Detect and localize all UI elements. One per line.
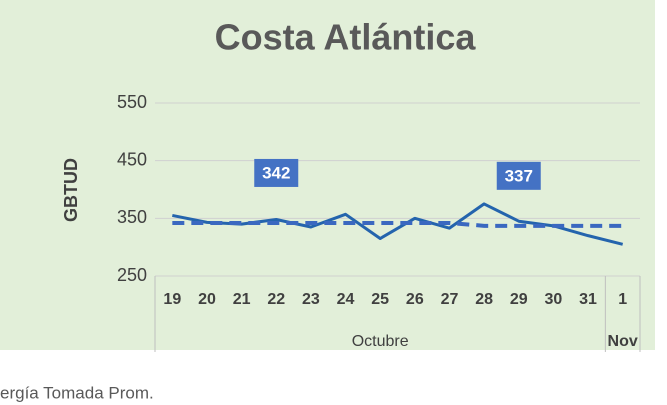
x-tick-label: 31 <box>579 291 597 308</box>
y-tick-label: 250 <box>117 265 147 285</box>
x-tick-label: 1 <box>618 291 627 308</box>
y-tick-label: 550 <box>117 92 147 112</box>
series-line <box>172 202 624 246</box>
data-label-box <box>254 158 299 187</box>
y-axis-label: GBTUD <box>61 158 81 222</box>
x-tick-label: 21 <box>233 291 251 308</box>
x-tick-label: 19 <box>163 291 181 308</box>
x-tick-label: 30 <box>544 291 562 308</box>
x-tick-label: 25 <box>371 291 389 308</box>
x-tick-label: 22 <box>267 291 285 308</box>
x-group-label: Octubre <box>352 333 409 350</box>
y-tick-label: 450 <box>117 149 147 169</box>
x-tick-label: 20 <box>198 291 216 308</box>
x-tick-label: 27 <box>441 291 459 308</box>
data-label: 342 <box>262 163 290 182</box>
legend-entry: ergía Tomada Prom. <box>0 383 154 402</box>
x-tick-label: 28 <box>475 291 493 308</box>
data-label: 337 <box>505 166 533 185</box>
data-label-box <box>496 161 541 190</box>
chart-title: Costa Atlántica <box>215 17 477 58</box>
x-tick-label: 24 <box>337 291 355 308</box>
y-tick-label: 350 <box>117 207 147 227</box>
x-group-label: Nov <box>608 333 638 350</box>
x-tick-label: 23 <box>302 291 320 308</box>
chart-background <box>0 0 655 350</box>
x-tick-label: 29 <box>510 291 528 308</box>
x-tick-label: 26 <box>406 291 424 308</box>
